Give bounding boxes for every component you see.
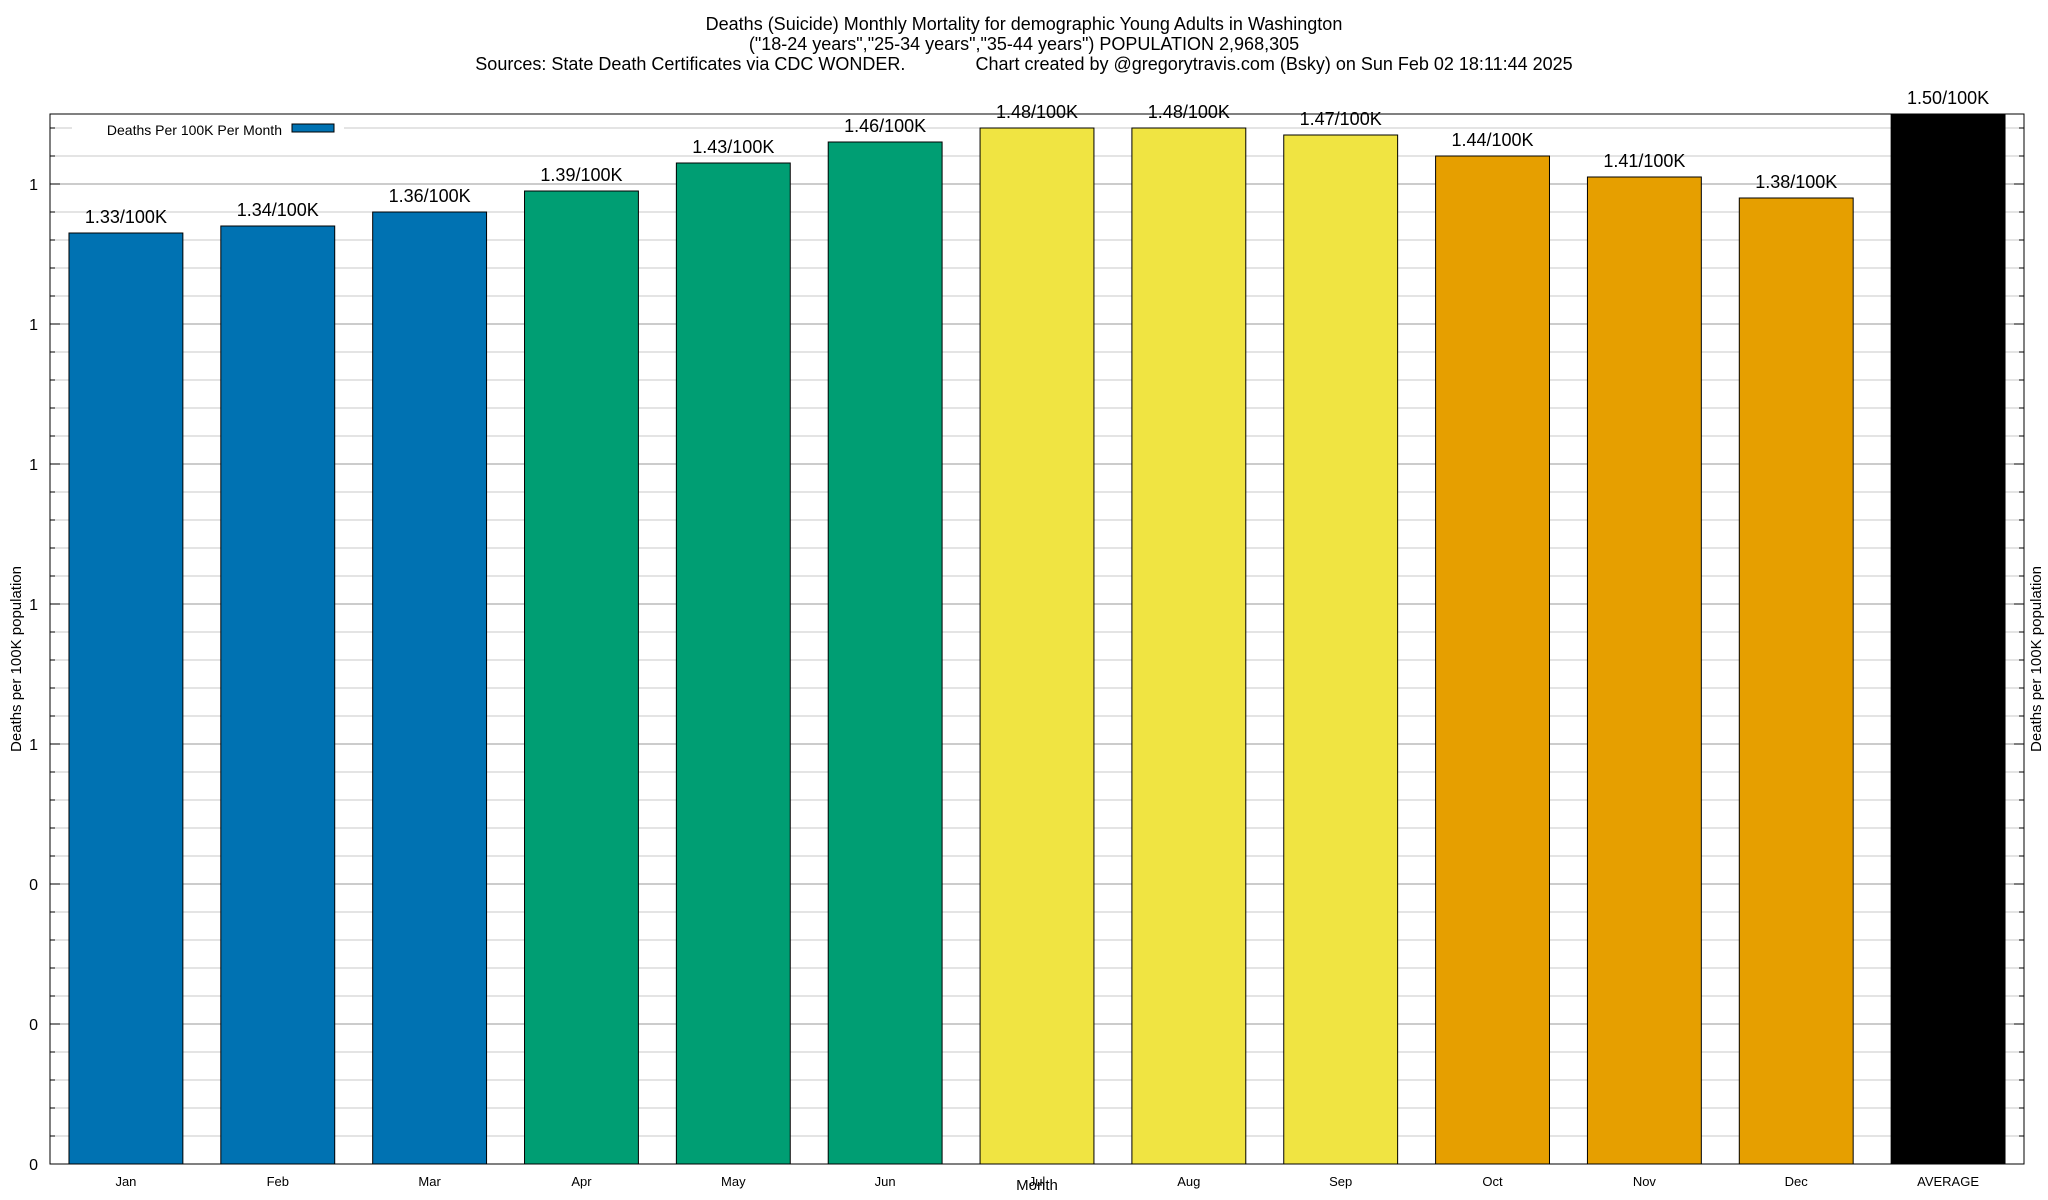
- y-tick-label: 1: [29, 737, 38, 754]
- bar-value-label: 1.48/100K: [1148, 102, 1230, 122]
- x-tick-label: Jan: [115, 1174, 136, 1189]
- chart-sources: Sources: State Death Certificates via CD…: [475, 54, 1573, 74]
- bar-value-label: 1.33/100K: [85, 207, 167, 227]
- x-tick-label: Sep: [1329, 1174, 1352, 1189]
- x-tick-label: Apr: [571, 1174, 592, 1189]
- y-tick-label: 0: [29, 1157, 38, 1174]
- bar-mar: [372, 211, 488, 1165]
- bar-value-label: 1.48/100K: [996, 102, 1078, 122]
- bar-nov: [1586, 176, 1702, 1165]
- y-tick-label: 0: [29, 1017, 38, 1034]
- x-tick-label: Jul: [1029, 1174, 1046, 1189]
- chart-subtitle: ("18-24 years","25-34 years","35-44 year…: [748, 34, 1300, 54]
- plot-frame: [49, 113, 2025, 1165]
- legend-label: Deaths Per 100K Per Month: [107, 122, 282, 138]
- legend-swatch: [291, 123, 335, 133]
- legend: Deaths Per 100K Per Month: [72, 116, 344, 142]
- bar-apr: [524, 190, 639, 1165]
- y-tick-label: 1: [29, 457, 38, 474]
- labels-layer: 0 0 0 1 1 1 1 1 1.33/100K Jan 1.34/100K Feb 1.36/100…: [29, 88, 1989, 1189]
- x-tick-label: AVERAGE: [1917, 1174, 1979, 1189]
- x-tick-label: May: [721, 1174, 746, 1189]
- bar-sep: [1283, 134, 1399, 1165]
- bar-value-label: 1.50/100K: [1907, 88, 1989, 108]
- x-tick-label: Aug: [1177, 1174, 1200, 1189]
- x-tick-label: Dec: [1785, 1174, 1809, 1189]
- bar-jul: [979, 127, 1095, 1165]
- bar-value-label: 1.46/100K: [844, 116, 926, 136]
- chart-title: Deaths (Suicide) Monthly Mortality for d…: [705, 14, 1343, 34]
- bar-aug: [1131, 127, 1247, 1165]
- bar-jan: [68, 232, 184, 1165]
- y-tick-label: 1: [29, 597, 38, 614]
- x-tick-label: Feb: [267, 1174, 289, 1189]
- bar-value-label: 1.34/100K: [237, 200, 319, 220]
- x-tick-label: Nov: [1633, 1174, 1657, 1189]
- x-tick-label: Jun: [875, 1174, 896, 1189]
- bar-feb: [220, 225, 336, 1165]
- y-tick-label: 1: [29, 177, 38, 194]
- x-tick-label: Mar: [418, 1174, 441, 1189]
- bar-may: [675, 162, 791, 1165]
- y-axis-title-right: Deaths per 100K population: [2028, 566, 2045, 752]
- bar-value-label: 1.41/100K: [1603, 151, 1685, 171]
- x-tick-label: Oct: [1482, 1174, 1503, 1189]
- y-axis-title: Deaths per 100K population: [8, 566, 25, 752]
- bar-value-label: 1.38/100K: [1755, 172, 1837, 192]
- bar-value-label: 1.44/100K: [1451, 130, 1533, 150]
- bar-jun: [827, 141, 943, 1165]
- y-tick-label: 0: [29, 877, 38, 894]
- y-tick-label: 1: [29, 317, 38, 334]
- bar-dec: [1738, 197, 1854, 1165]
- bar-value-label: 1.36/100K: [389, 186, 471, 206]
- bars-layer: [68, 113, 2006, 1165]
- bar-value-label: 1.39/100K: [540, 165, 622, 185]
- bar-value-label: 1.47/100K: [1300, 109, 1382, 129]
- bar-value-label: 1.43/100K: [692, 137, 774, 157]
- x-axis-title: Month: [1016, 1177, 1058, 1194]
- bar-average: [1890, 113, 2006, 1165]
- chart-title-block: Deaths (Suicide) Monthly Mortality for d…: [0, 14, 2048, 74]
- bar-oct: [1435, 155, 1550, 1165]
